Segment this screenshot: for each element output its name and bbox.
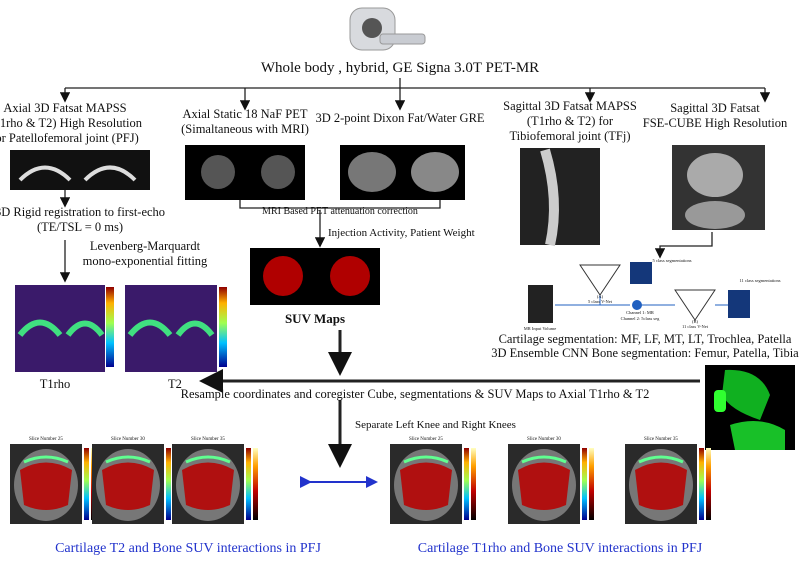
colorbar: [84, 448, 89, 520]
suv-overlay: [20, 462, 72, 510]
cartilage: [185, 455, 231, 464]
branch-label: Axial Static 18 NaF PET: [183, 107, 308, 121]
branch-label: (T1rho & T2) for: [527, 114, 614, 128]
slice-label: Slice Number 25: [29, 437, 63, 442]
segmentation-label: Cartilage segmentation: MF, LF, MT, LT, …: [499, 332, 792, 346]
cartilage: [23, 455, 69, 464]
step-label: Separate Left Knee and Right Knees: [355, 419, 516, 431]
branch-label: FSE-CUBE High Resolution: [643, 116, 788, 130]
cartilage: [403, 455, 449, 464]
colorbar: [246, 448, 251, 520]
caption: Cartilage T2 and Bone SUV interactions i…: [55, 541, 321, 556]
cnn-label: (A): [597, 294, 604, 299]
scanner-icon: [349, 7, 426, 51]
step-label: 3D Rigid registration to first-echo: [0, 205, 165, 219]
map-label: T1rho: [40, 377, 71, 391]
cartilage: [105, 455, 151, 464]
step-label: mono-exponential fitting: [83, 254, 208, 268]
cnn-label: 5 class V-Net: [588, 299, 613, 304]
branch-label: (T1rho & T2) High Resolution: [0, 116, 143, 130]
sagittal-mapss: [520, 148, 600, 245]
step-label: Injection Activity, Patient Weight: [328, 227, 475, 239]
colorbar: [699, 448, 704, 520]
suv-overlay: [182, 462, 234, 510]
colorbar: [166, 448, 171, 520]
slice-label: Slice Number 25: [409, 437, 443, 442]
branch-label: 3D 2-point Dixon Fat/Water GRE: [315, 111, 484, 125]
step-label: MRI Based PET attenuation correction: [262, 206, 418, 217]
branch-label: Tibiofemoral joint (TFj): [509, 129, 630, 143]
cnn-label: Channel 1: MR: [626, 310, 654, 315]
branch-label: Sagittal 3D Fatsat MAPSS: [503, 99, 637, 113]
colorbar: [464, 448, 469, 520]
step-label: SUV Maps: [285, 311, 345, 326]
step-label: Resample coordinates and coregister Cube…: [181, 387, 650, 401]
colorbar: [706, 448, 711, 520]
slice-label: Slice Number 35: [191, 437, 225, 442]
branch-label: (Simaltaneous with MRI): [181, 122, 309, 136]
suv-overlay: [635, 462, 687, 510]
branch-label: Sagittal 3D Fatsat: [670, 101, 760, 115]
colorbar: [253, 448, 258, 520]
step-label: (TE/TSL = 0 ms): [37, 220, 123, 234]
suv-overlay: [518, 462, 570, 510]
slice-label: Slice Number 30: [111, 437, 145, 442]
bone-render: [705, 365, 795, 450]
cartilage: [521, 455, 567, 464]
cnn-label: 11 class segmentations: [739, 278, 780, 283]
colorbar: [471, 448, 476, 520]
slice-label: Slice Number 30: [527, 437, 561, 442]
map-label: T2: [168, 377, 182, 391]
cnn-diagram: [528, 262, 750, 323]
step-label: Levenberg-Marquardt: [90, 239, 201, 253]
colorbar: [589, 448, 594, 520]
results: Slice Number 25 Slice Number 30 Slice Numb…: [10, 437, 711, 524]
slice-label: Slice Number 35: [644, 437, 678, 442]
cnn-label: 5 class segmentations: [653, 258, 692, 263]
branch-label: for Patellofemoral joint (PFJ): [0, 131, 139, 145]
cnn-label: Channel 2: 5class seg: [621, 316, 661, 321]
cnn-label: 11 class V-Net: [682, 324, 709, 329]
branch-label: Axial 3D Fatsat MAPSS: [3, 101, 126, 115]
colorbar: [582, 448, 587, 520]
title: Whole body , hybrid, GE Signa 3.0T PET-M…: [261, 60, 539, 76]
suv-overlay: [102, 462, 154, 510]
suv-overlay: [400, 462, 452, 510]
caption: Cartilage T1rho and Bone SUV interaction…: [418, 541, 703, 556]
cnn-label: (B): [692, 319, 699, 324]
cnn-label: MR Input Volume: [524, 326, 557, 331]
segmentation-label: 3D Ensemble CNN Bone segmentation: Femur…: [491, 346, 799, 360]
connectors: [59, 78, 771, 468]
cartilage: [638, 455, 684, 464]
